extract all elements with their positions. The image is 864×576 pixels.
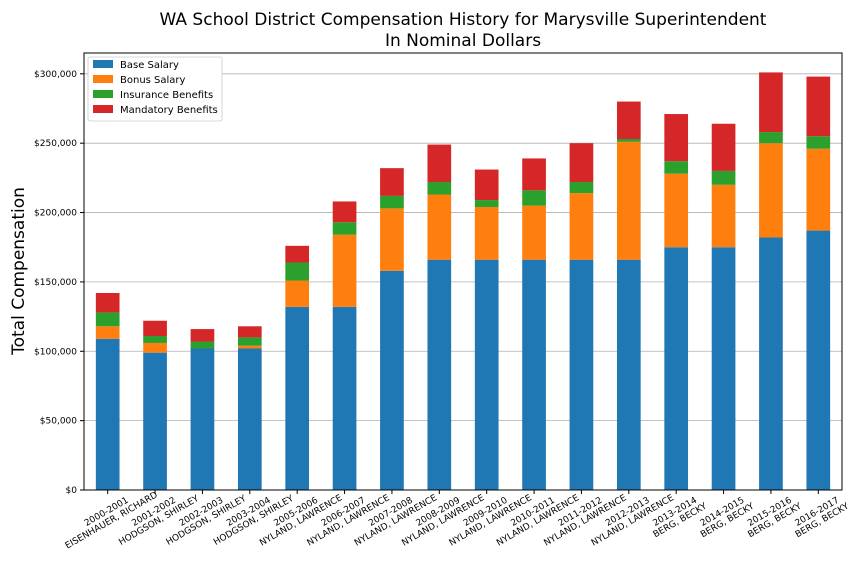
bar-segment	[616, 259, 641, 490]
bar-segment	[143, 336, 167, 343]
legend-swatch	[93, 75, 113, 83]
bar-segment	[380, 168, 404, 196]
x-axis-ticks: 2000-2001EISENHAUER, RICHARD2001-2002HOD…	[64, 490, 851, 551]
bar-segment	[711, 170, 736, 185]
bar-segment	[285, 245, 310, 263]
bar-segment	[616, 101, 641, 140]
bar-segment	[190, 341, 215, 349]
bar-segment	[616, 141, 641, 260]
legend-label: Insurance Benefits	[120, 90, 213, 101]
y-tick-label: $0	[66, 486, 78, 496]
legend-box	[87, 56, 223, 122]
bars	[95, 72, 831, 491]
bar-segment	[759, 72, 783, 133]
bar-segment	[427, 144, 452, 183]
bar-segment	[806, 148, 831, 231]
bar-segment	[522, 190, 546, 206]
legend: Base Salary Bonus Salary Insurance Benefit…	[87, 56, 223, 122]
y-axis-ticks: $0 $50,000 $100,000 $150,000 $200,000 $250,00…	[34, 70, 84, 496]
bar-segment	[474, 259, 499, 490]
bar-segment	[522, 259, 546, 490]
y-tick-label: $250,000	[34, 139, 77, 149]
bar-segment	[95, 338, 120, 490]
bar-segment	[237, 326, 262, 338]
bar-segment	[711, 123, 736, 171]
bar-segment	[711, 247, 736, 490]
y-tick-label: $150,000	[34, 278, 77, 288]
bar-segment	[427, 259, 452, 490]
bar-segment	[759, 143, 783, 238]
y-tick-label: $50,000	[40, 417, 77, 427]
bar-segment	[237, 348, 262, 490]
bar-segment	[616, 139, 641, 142]
bar-segment	[474, 206, 499, 260]
chart-subtitle: In Nominal Dollars	[385, 31, 541, 51]
bar-segment	[569, 182, 594, 194]
bar-segment	[664, 114, 689, 162]
legend-label: Mandatory Benefits	[120, 105, 218, 116]
plot-frame	[83, 52, 843, 491]
bar-segment	[427, 194, 452, 260]
bar-segment	[522, 158, 546, 191]
bar-segment	[332, 306, 357, 490]
bar-segment	[285, 306, 310, 490]
bar-segment	[332, 201, 357, 223]
chart-title: WA School District Compensation History …	[160, 10, 767, 30]
bar-segment	[190, 329, 215, 342]
bar-segment	[474, 200, 499, 207]
y-tick-label: $100,000	[34, 347, 77, 357]
bar-segment	[237, 345, 262, 349]
bar-segment	[143, 352, 167, 490]
bar-segment	[143, 320, 167, 337]
legend-swatch	[93, 60, 113, 68]
bar-segment	[664, 161, 689, 174]
bar-segment	[522, 205, 546, 260]
bar-segment	[759, 237, 783, 490]
bar-segment	[285, 280, 310, 307]
legend-swatch	[93, 90, 113, 98]
legend-swatch	[93, 105, 113, 113]
bar-segment	[95, 312, 120, 327]
bar-segment	[569, 143, 594, 183]
bar-segment	[711, 184, 736, 248]
x-tick-label: 2016-2017BERG, BECKY	[789, 493, 851, 541]
bar-segment	[95, 293, 120, 313]
bar-segment	[664, 247, 689, 490]
bar-segment	[190, 348, 215, 490]
bar-segment	[332, 222, 357, 235]
bar-segment	[806, 230, 831, 491]
y-tick-label: $300,000	[34, 70, 77, 80]
bar-segment	[427, 182, 452, 195]
bar-segment	[332, 234, 357, 307]
bar-segment	[806, 136, 831, 149]
bar-segment	[806, 76, 831, 137]
bar-segment	[143, 342, 167, 353]
legend-label: Bonus Salary	[120, 75, 186, 86]
bar-segment	[664, 173, 689, 248]
y-axis-label: Total Compensation	[9, 187, 29, 356]
bar-segment	[759, 132, 783, 144]
bar-segment	[237, 337, 262, 346]
bar-segment	[380, 208, 404, 271]
bar-segment	[380, 195, 404, 209]
legend-label: Base Salary	[120, 60, 179, 71]
y-tick-label: $200,000	[34, 209, 77, 219]
bar-segment	[569, 193, 594, 260]
bar-segment	[380, 270, 404, 490]
bar-segment	[569, 259, 594, 490]
bar-segment	[285, 262, 310, 281]
bar-segment	[95, 326, 120, 339]
bar-segment	[474, 169, 499, 201]
